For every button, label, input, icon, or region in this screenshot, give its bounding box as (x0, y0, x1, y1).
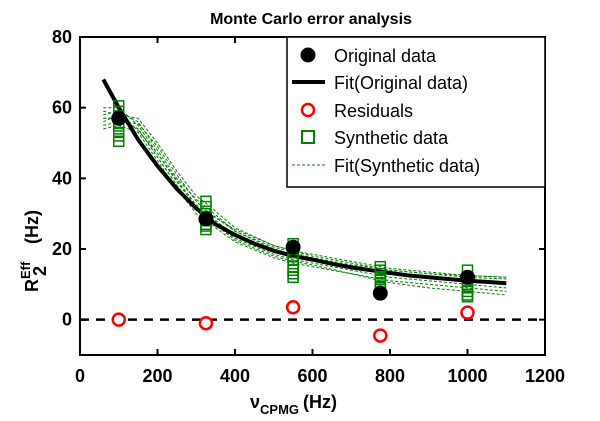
x-tick-label: 0 (75, 366, 85, 386)
svg-text:νCPMG(Hz): νCPMG (Hz) (250, 392, 337, 417)
y-tick-label: 0 (62, 310, 72, 330)
original-data-point (372, 285, 388, 301)
y-axis-label-sub: 2 (30, 266, 50, 276)
legend-label: Original data (334, 46, 437, 66)
legend-label: Fit(Synthetic data) (334, 156, 480, 176)
y-axis-label-main: R (22, 279, 42, 292)
x-axis-label: νCPMG (Hz) (250, 392, 337, 417)
synthetic-data-point (113, 135, 125, 147)
data-points (111, 100, 475, 343)
legend-box (286, 36, 546, 188)
synthetic-data-point (461, 290, 474, 303)
synthetic-fit-line (103, 117, 507, 296)
synthetic-fit-line (103, 114, 507, 278)
synthetic-fit-line (103, 110, 507, 280)
synthetic-fit-line (103, 110, 507, 278)
residual-point (373, 328, 388, 343)
y-axis-label-sup: Eff (18, 261, 33, 279)
x-axis-label-sub: CPMG (260, 402, 299, 417)
x-tick-label: 400 (220, 366, 250, 386)
residual-point (111, 312, 126, 327)
original-data-point (460, 269, 475, 285)
y-axis-label: REff 2 (Hz) (18, 210, 50, 292)
x-axis-label-main: ν (250, 392, 260, 412)
x-tick-label: 1000 (447, 366, 487, 386)
synthetic-data-point (287, 271, 299, 284)
x-tick-label: 200 (142, 366, 172, 386)
synthetic-fit-line (103, 124, 507, 292)
legend-label: Residuals (334, 101, 413, 121)
residual-point (460, 305, 475, 320)
svg-text:REff: REff (18, 261, 42, 292)
original-data-point (198, 211, 214, 227)
legend-swatch-residuals (300, 102, 316, 118)
tick-labels: 0 200 400 600 800 1000 1200 0 20 40 60 80 (52, 27, 565, 386)
x-axis-label-unit: (Hz) (303, 392, 337, 412)
x-tick-label: 1200 (525, 366, 565, 386)
legend-swatch-original-data (300, 47, 316, 63)
residual-point (198, 315, 214, 331)
y-tick-label: 60 (52, 98, 72, 118)
x-tick-label: 600 (297, 366, 327, 386)
original-data-point (111, 110, 127, 126)
y-tick-label: 20 (52, 239, 72, 259)
original-data-point (285, 239, 301, 255)
legend: Original data Fit(Original data) Residuals… (286, 36, 546, 188)
legend-swatch-synthetic-data (301, 130, 315, 144)
chart-title: Monte Carlo error analysis (210, 11, 412, 28)
y-tick-label: 40 (52, 168, 72, 188)
original-fit-line (101, 78, 507, 286)
legend-label: Synthetic data (334, 128, 449, 148)
x-tick-label: 800 (375, 366, 405, 386)
y-tick-label: 80 (52, 27, 72, 47)
y-axis-label-unit: (Hz) (22, 210, 42, 244)
residual-point (285, 300, 301, 315)
legend-label: Fit(Original data) (334, 73, 468, 93)
